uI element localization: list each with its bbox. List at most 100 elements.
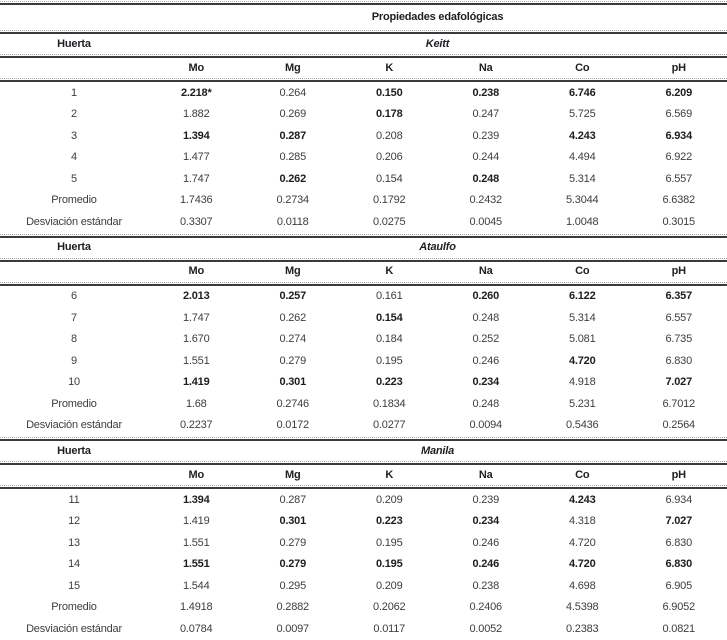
- value-cell: 1.544: [182, 579, 210, 592]
- value-cell: 0.1834: [373, 397, 406, 410]
- horizontal-rule: [0, 436, 727, 441]
- value-cell: 0.2406: [469, 601, 503, 614]
- value-cell: 0.279: [279, 354, 307, 367]
- horizontal-rule: [0, 484, 727, 489]
- row-label-cell: Desviación estándar: [26, 419, 122, 432]
- horizontal-rule: [0, 77, 727, 82]
- table-rule-line: [0, 437, 727, 441]
- value-cell: 0.269: [279, 108, 307, 121]
- table-row: 7 1.747 0.262 0.154 0.248 5.314 6.557: [0, 307, 727, 329]
- value-cell: 4.720: [568, 558, 596, 571]
- value-cell: 1.551: [182, 558, 210, 571]
- value-cell: 0.260: [472, 290, 500, 303]
- table-row: Desviación estándar 0.3307 0.0118 0.0275 0.0…: [0, 211, 727, 233]
- value-cell: 0.285: [279, 151, 307, 164]
- row-label-cell: Promedio: [51, 194, 97, 207]
- column-header-ph: pH: [671, 265, 686, 277]
- column-header-na: Na: [478, 468, 493, 481]
- value-cell: 0.0052: [469, 622, 503, 635]
- horizontal-rule: [0, 257, 727, 262]
- value-cell: 0.2734: [276, 194, 310, 207]
- value-cell: 0.239: [472, 129, 500, 142]
- value-cell: 1.477: [182, 151, 210, 164]
- table-rule-line: [0, 78, 727, 82]
- table-row: 12 1.419 0.301 0.223 0.234 4.318 7.027: [0, 511, 727, 533]
- value-cell: 0.209: [375, 579, 403, 592]
- value-cell: 0.252: [472, 333, 500, 346]
- value-cell: 0.295: [279, 579, 307, 592]
- value-cell: 6.209: [665, 86, 693, 99]
- table-rule-line: [0, 1, 727, 5]
- horizontal-rule: [0, 0, 727, 5]
- value-cell: 1.747: [182, 311, 210, 324]
- table-row: 3 1.394 0.287 0.208 0.239 4.243 6.934: [0, 125, 727, 147]
- value-cell: 4.720: [568, 354, 596, 367]
- value-cell: 0.195: [375, 558, 403, 571]
- table-title-row: Propiedades edafológicas: [0, 5, 727, 29]
- value-cell: 0.248: [472, 311, 500, 324]
- row-label-cell: Promedio: [51, 397, 97, 410]
- horizontal-rule-row: [0, 484, 727, 489]
- row-label-cell: 2: [71, 108, 77, 121]
- huerta-header-label: Huerta: [57, 444, 91, 457]
- row-label-cell: 11: [68, 493, 80, 506]
- row-label-cell: 14: [68, 558, 80, 571]
- value-cell: 0.234: [472, 515, 500, 528]
- value-cell: 1.7436: [180, 194, 213, 207]
- value-cell: 0.248: [472, 397, 500, 410]
- row-label-cell: 5: [71, 172, 77, 185]
- row-label-cell: 15: [68, 579, 80, 592]
- value-cell: 6.357: [665, 290, 693, 303]
- column-header-k: K: [385, 468, 394, 481]
- value-cell: 0.287: [279, 493, 307, 506]
- value-cell: 0.184: [375, 333, 403, 346]
- horizontal-rule-row: [0, 436, 727, 441]
- value-cell: 0.5436: [566, 419, 599, 432]
- value-cell: 6.922: [665, 151, 693, 164]
- column-header-mg: Mg: [285, 265, 301, 277]
- horizontal-rule: [0, 233, 727, 238]
- variety-header-row: Huerta Ataulfo: [0, 238, 727, 257]
- table-rule-line: [0, 281, 727, 286]
- value-cell: 0.246: [472, 558, 500, 571]
- colhead-spacer-cell: [0, 465, 148, 484]
- value-cell: 0.301: [279, 376, 307, 389]
- column-header-mo: Mo: [188, 61, 205, 74]
- row-label-cell: Promedio: [51, 601, 97, 614]
- table-title: Propiedades edafológicas: [371, 11, 504, 23]
- value-cell: 0.2432: [469, 194, 503, 207]
- table-row: 6 2.013 0.257 0.161 0.260 6.122 6.357: [0, 286, 727, 308]
- value-cell: 1.882: [182, 108, 210, 121]
- value-cell: 6.746: [568, 86, 596, 99]
- table-row: Desviación estándar 0.0784 0.0097 0.0117 0.0…: [0, 618, 727, 640]
- value-cell: 0.3015: [662, 215, 696, 228]
- table-row: 5 1.747 0.262 0.154 0.248 5.314 6.557: [0, 168, 727, 190]
- row-label-cell: 3: [71, 129, 77, 142]
- horizontal-rule-row: [0, 29, 727, 34]
- value-cell: 0.0097: [276, 622, 310, 635]
- value-cell: 0.208: [375, 129, 403, 142]
- value-cell: 1.551: [182, 536, 210, 549]
- horizontal-rule-row: [0, 53, 727, 58]
- row-label-cell: 9: [71, 354, 77, 367]
- value-cell: 0.287: [279, 129, 307, 142]
- value-cell: 0.3307: [180, 215, 213, 228]
- value-cell: 1.394: [182, 129, 210, 142]
- row-label-cell: 13: [68, 536, 80, 549]
- value-cell: 0.0784: [180, 622, 213, 635]
- value-cell: 6.557: [665, 172, 693, 185]
- value-cell: 6.934: [665, 493, 693, 506]
- horizontal-rule-row: [0, 233, 727, 238]
- value-cell: 0.246: [472, 536, 500, 549]
- value-cell: 0.0821: [662, 622, 696, 635]
- variety-name: Ataulfo: [419, 241, 456, 253]
- value-cell: 5.3044: [566, 194, 599, 207]
- value-cell: 0.2383: [566, 622, 599, 635]
- value-cell: 0.234: [472, 376, 500, 389]
- value-cell: 0.0117: [373, 622, 406, 635]
- column-header-row: Mo Mg K Na Co pH: [0, 58, 727, 77]
- value-cell: 6.6382: [662, 194, 696, 207]
- value-cell: 0.238: [472, 579, 500, 592]
- value-cell: 6.830: [665, 558, 693, 571]
